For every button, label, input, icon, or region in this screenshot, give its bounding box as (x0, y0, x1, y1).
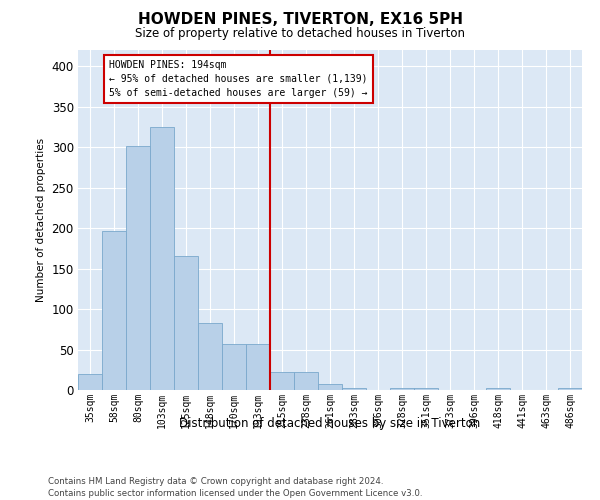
Text: HOWDEN PINES: 194sqm
← 95% of detached houses are smaller (1,139)
5% of semi-det: HOWDEN PINES: 194sqm ← 95% of detached h… (109, 60, 368, 98)
Text: Size of property relative to detached houses in Tiverton: Size of property relative to detached ho… (135, 28, 465, 40)
Text: Distribution of detached houses by size in Tiverton: Distribution of detached houses by size … (179, 418, 481, 430)
Y-axis label: Number of detached properties: Number of detached properties (36, 138, 46, 302)
Bar (174, 256, 198, 390)
Text: Contains public sector information licensed under the Open Government Licence v3: Contains public sector information licen… (48, 489, 422, 498)
Bar (294, 372, 318, 390)
Bar (390, 388, 414, 390)
Text: HOWDEN PINES, TIVERTON, EX16 5PH: HOWDEN PINES, TIVERTON, EX16 5PH (137, 12, 463, 28)
Bar (198, 323, 222, 390)
Bar (246, 344, 270, 390)
Bar (102, 230, 126, 390)
Bar (222, 344, 246, 390)
Bar (318, 384, 342, 390)
Bar (414, 388, 438, 390)
Bar (342, 388, 366, 390)
Bar (78, 374, 102, 390)
Bar (150, 127, 174, 390)
Bar (558, 388, 582, 390)
Bar (486, 388, 510, 390)
Bar (126, 146, 150, 390)
Bar (270, 372, 294, 390)
Text: Contains HM Land Registry data © Crown copyright and database right 2024.: Contains HM Land Registry data © Crown c… (48, 478, 383, 486)
